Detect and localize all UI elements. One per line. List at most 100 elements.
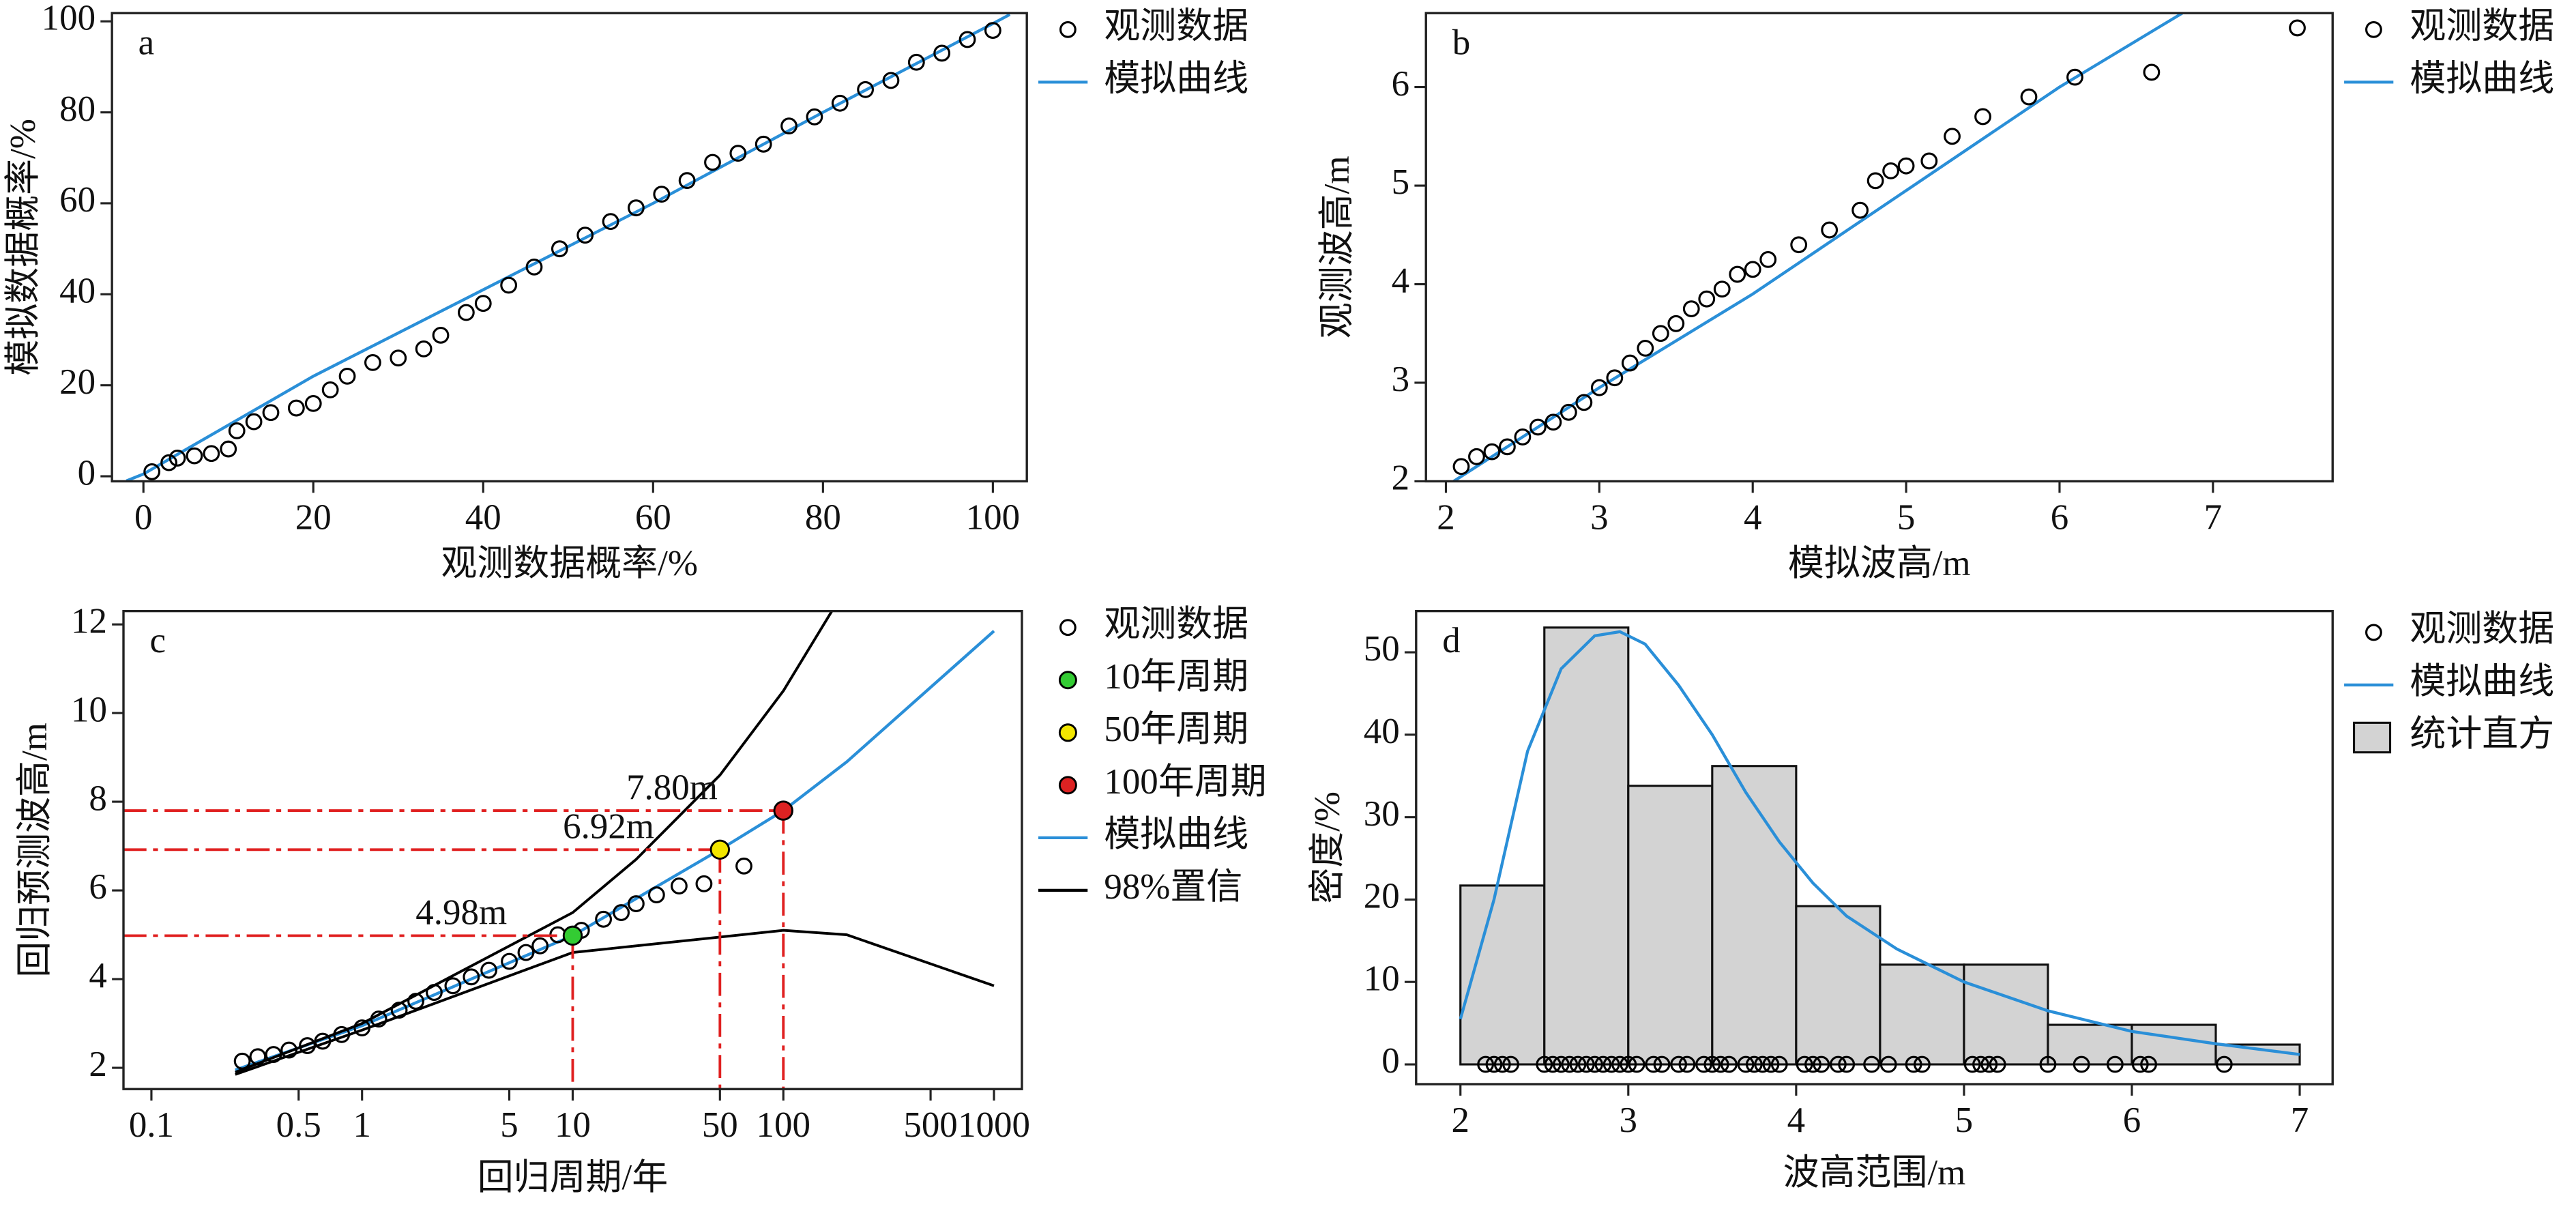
- y-tick-label: 6: [89, 867, 106, 907]
- data-point: [299, 1037, 316, 1054]
- legend-label: 统计直方: [2410, 714, 2554, 754]
- x-tick-label: 6: [2051, 497, 2068, 537]
- legend-label: 观测数据: [1104, 604, 1248, 644]
- data-point: [1989, 1055, 2006, 1073]
- data-point: [1620, 1055, 1637, 1073]
- data-point: [1712, 1055, 1729, 1073]
- data-point: [353, 1019, 371, 1036]
- legend-label: 100年周期: [1104, 762, 1266, 802]
- data-point: [480, 961, 498, 979]
- histogram-bar: [1459, 884, 1546, 1066]
- data-point: [1514, 428, 1532, 446]
- data-point: [1653, 1055, 1671, 1073]
- data-point: [304, 395, 322, 412]
- histogram-bar: [1711, 765, 1798, 1066]
- y-tick-label: 20: [59, 362, 96, 402]
- data-point: [1698, 290, 1716, 308]
- data-point: [1477, 1055, 1495, 1073]
- data-point: [426, 984, 443, 1001]
- data-point: [1569, 1055, 1587, 1073]
- y-tick-label: 2: [89, 1045, 106, 1084]
- x-tick-label: 500: [903, 1105, 957, 1145]
- legend-marker: [1059, 20, 1077, 38]
- data-point: [1544, 1055, 1562, 1073]
- x-tick-label: 0: [134, 497, 152, 537]
- x-tick-label: 4: [1744, 497, 1761, 537]
- data-point: [390, 349, 407, 367]
- data-point: [160, 454, 177, 471]
- data-point: [525, 258, 543, 276]
- plot-area: [126, 13, 1011, 482]
- legend-label: 模拟曲线: [2410, 662, 2554, 701]
- y-tick-label: 40: [59, 272, 96, 311]
- panel-label: a: [138, 23, 155, 63]
- x-tick-label: 2: [1437, 497, 1454, 537]
- data-point: [265, 1046, 282, 1063]
- data-point: [1667, 315, 1685, 332]
- x-tick-label: 10: [555, 1105, 591, 1145]
- x-tick-label: 7: [2291, 1101, 2309, 1140]
- x-tick-label: 100: [757, 1105, 810, 1145]
- x-tick-label: 50: [702, 1105, 738, 1145]
- data-point: [1536, 1055, 1553, 1073]
- histogram-bar: [1627, 785, 1714, 1066]
- data-point: [1879, 1055, 1897, 1073]
- data-point: [613, 904, 630, 921]
- data-point: [1838, 1055, 1856, 1073]
- panel-label: b: [1452, 23, 1470, 63]
- plot-area: [1459, 626, 2301, 1073]
- data-point: [280, 1041, 298, 1059]
- data-point: [1493, 1055, 1511, 1073]
- y-tick-label: 20: [1364, 877, 1400, 916]
- data-point: [1980, 1055, 1998, 1073]
- legend-label: 模拟曲线: [2410, 59, 2554, 99]
- data-point: [2131, 1055, 2149, 1073]
- data-point: [780, 117, 797, 135]
- panel-label: d: [1442, 621, 1460, 660]
- data-point: [1703, 1055, 1721, 1073]
- x-tick-label: 0.5: [276, 1105, 321, 1145]
- x-tick-label: 1: [353, 1105, 370, 1145]
- data-point: [314, 1032, 332, 1050]
- y-tick-label: 0: [1381, 1041, 1399, 1081]
- y-tick-label: 10: [1364, 959, 1400, 998]
- y-tick-label: 6: [1392, 64, 1409, 104]
- legend-marker: [1058, 776, 1077, 795]
- data-point: [2066, 68, 2083, 86]
- data-point: [1678, 1055, 1696, 1073]
- y-tick-label: 4: [1392, 261, 1409, 301]
- y-axis-label: 观测波高/m: [1317, 156, 1357, 338]
- data-point: [1590, 379, 1608, 396]
- x-axis-label: 模拟波高/m: [1788, 544, 1971, 583]
- data-point: [695, 875, 713, 892]
- legend-label: 50年周期: [1104, 710, 1248, 749]
- data-point: [444, 977, 462, 995]
- legend-label: 观测数据: [2410, 609, 2554, 649]
- data-point: [831, 94, 849, 112]
- data-point: [2289, 19, 2306, 37]
- x-tick-label: 1000: [958, 1105, 1030, 1145]
- legend-marker: [2365, 624, 2382, 641]
- x-tick-label: 3: [1590, 497, 1608, 537]
- data-label: 6.92m: [563, 807, 654, 847]
- plot-frame: [122, 609, 1023, 1090]
- y-tick-label: 40: [1364, 712, 1400, 751]
- x-tick-label: 100: [966, 497, 1020, 537]
- data-point: [933, 44, 951, 62]
- data-point: [287, 399, 305, 417]
- data-point: [1754, 1055, 1772, 1073]
- data-point: [1695, 1055, 1712, 1073]
- data-point: [364, 353, 381, 371]
- legend-label: 98%置信: [1104, 867, 1242, 907]
- data-point: [1561, 1055, 1579, 1073]
- return-level-point: [562, 925, 583, 946]
- data-point: [1852, 201, 1869, 219]
- data-point: [1483, 443, 1501, 461]
- data-point: [806, 108, 823, 126]
- data-point: [169, 450, 186, 467]
- y-tick-label: 2: [1392, 458, 1409, 498]
- data-point: [1652, 325, 1669, 343]
- data-point: [1729, 265, 1746, 283]
- histogram-bar: [2214, 1043, 2301, 1066]
- data-point: [1713, 280, 1731, 298]
